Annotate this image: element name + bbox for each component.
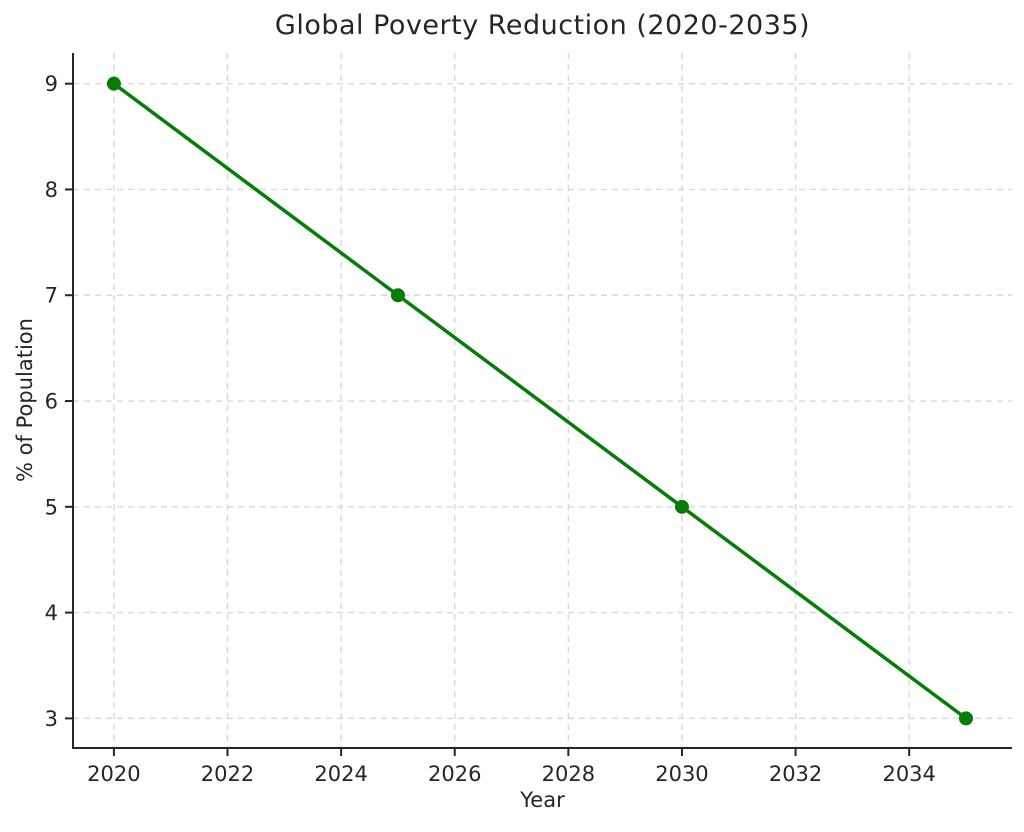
x-tick-label: 2028 (542, 762, 595, 786)
data-point (958, 711, 973, 726)
x-tick-label: 2026 (428, 762, 481, 786)
x-axis-label: Year (520, 788, 565, 812)
gridlines (73, 53, 1012, 748)
tick-labels: 2020 2022 2024 2026 2028 2030 2032 2034 3 4 5 6 7 8 9 (45, 72, 936, 786)
x-tick-label: 2032 (769, 762, 822, 786)
y-tick-label: 9 (45, 72, 58, 96)
x-tick-label: 2024 (314, 762, 367, 786)
y-tick-label: 4 (45, 601, 58, 625)
tick-marks (65, 82, 911, 756)
y-tick-label: 5 (45, 495, 58, 519)
data-point (674, 499, 689, 514)
x-tick-label: 2034 (882, 762, 935, 786)
data-line (112, 81, 968, 721)
y-tick-label: 8 (45, 178, 58, 202)
data-point (390, 288, 405, 303)
y-tick-label: 3 (45, 707, 58, 731)
chart-title: Global Poverty Reduction (2020-2035) (274, 10, 811, 41)
x-tick-label: 2022 (201, 762, 254, 786)
x-tick-label: 2030 (655, 762, 708, 786)
data-point (106, 76, 121, 91)
y-tick-label: 7 (45, 284, 58, 308)
x-tick-label: 2020 (87, 762, 140, 786)
y-tick-label: 6 (45, 390, 58, 414)
